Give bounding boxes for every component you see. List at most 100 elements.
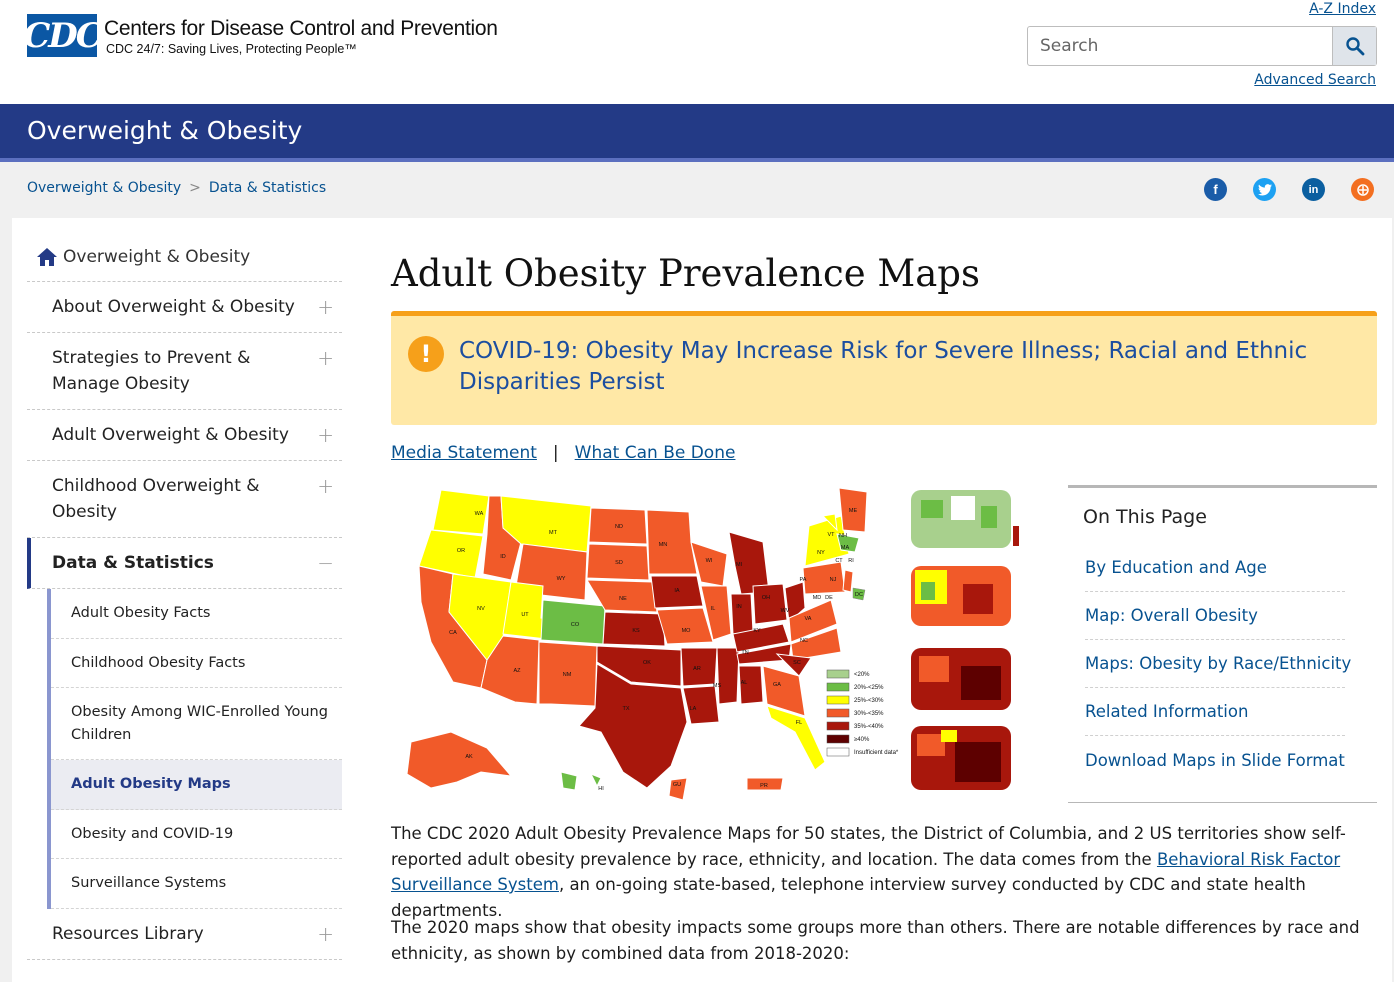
advanced-search-link[interactable]: Advanced Search xyxy=(1254,72,1376,88)
subnav-adult-obesity-maps[interactable]: Adult Obesity Maps xyxy=(51,760,342,810)
breadcrumb-item-data[interactable]: Data & Statistics xyxy=(208,180,327,196)
svg-text:CT: CT xyxy=(835,558,843,564)
svg-text:UT: UT xyxy=(521,612,529,618)
svg-text:WV: WV xyxy=(781,608,790,614)
on-this-page-heading: On This Page xyxy=(1083,506,1207,528)
brfss-link[interactable]: Behavioral Risk Factor Surveillance Syst… xyxy=(391,849,1341,895)
svg-text:MS: MS xyxy=(713,683,722,689)
svg-text:TX: TX xyxy=(622,706,629,712)
svg-text:FL: FL xyxy=(796,720,802,726)
expand-icon[interactable]: + xyxy=(317,474,334,498)
sidebar-item-about[interactable]: About Overweight & Obesity + xyxy=(27,282,342,333)
sidebar-subnav: Adult Obesity Facts Childhood Obesity Fa… xyxy=(47,589,342,909)
svg-text:OH: OH xyxy=(762,595,770,601)
svg-text:PA: PA xyxy=(800,577,807,583)
expand-icon[interactable]: + xyxy=(317,921,334,946)
svg-text:OR: OR xyxy=(457,548,465,554)
legend-label: 35%-<40% xyxy=(854,724,884,730)
svg-text:DC: DC xyxy=(855,592,863,598)
media-statement-link[interactable]: Media Statement xyxy=(391,443,537,463)
svg-text:IL: IL xyxy=(711,606,716,612)
subnav-adult-obesity-facts[interactable]: Adult Obesity Facts xyxy=(51,589,342,639)
alert-link[interactable]: COVID-19: Obesity May Increase Risk for … xyxy=(459,338,1308,395)
sidebar-item-adult[interactable]: Adult Overweight & Obesity + xyxy=(27,410,342,461)
sidebar-item-resources[interactable]: Resources Library + xyxy=(27,909,342,960)
svg-text:IN: IN xyxy=(736,604,742,610)
search-button[interactable] xyxy=(1332,27,1376,65)
svg-text:KS: KS xyxy=(632,628,640,634)
legend-label: 25%-<30% xyxy=(854,698,884,704)
svg-text:MI: MI xyxy=(736,562,743,568)
breadcrumb-item-overweight[interactable]: Overweight & Obesity xyxy=(27,180,182,196)
linkedin-icon[interactable]: in xyxy=(1302,178,1325,201)
sidebar-item-strategies[interactable]: Strategies to Prevent & Manage Obesity + xyxy=(27,333,342,410)
svg-text:NC: NC xyxy=(800,638,808,644)
legend-label: 30%-<35% xyxy=(854,711,884,717)
svg-text:SD: SD xyxy=(615,560,623,566)
obesity-map-image[interactable]: <20% 20%-<25% 25%-<30% 30%-<35% 35%-<40%… xyxy=(391,482,1031,804)
twitter-icon[interactable] xyxy=(1253,178,1276,201)
subnav-obesity-covid[interactable]: Obesity and COVID-19 xyxy=(51,810,342,859)
toc-link-related-info[interactable]: Related Information xyxy=(1085,688,1345,736)
sidebar-item-childhood[interactable]: Childhood Overweight & Obesity + xyxy=(27,461,342,538)
toc-link-download-slides[interactable]: Download Maps in Slide Format xyxy=(1085,750,1345,770)
expand-icon[interactable]: + xyxy=(317,295,334,319)
legend-label: ≥40% xyxy=(854,737,870,743)
svg-text:AL: AL xyxy=(741,680,748,686)
toc-link-education-age[interactable]: By Education and Age xyxy=(1085,544,1345,592)
svg-text:SC: SC xyxy=(793,660,801,666)
svg-text:CA: CA xyxy=(449,630,457,636)
section-banner: Overweight & Obesity xyxy=(0,104,1394,162)
search-icon xyxy=(1345,37,1364,56)
toc-link-overall-obesity[interactable]: Map: Overall Obesity xyxy=(1085,592,1345,640)
alert-links: Media Statement | What Can Be Done xyxy=(391,443,735,463)
org-name: Centers for Disease Control and Preventi… xyxy=(104,17,498,40)
state-labels: WA OR CA ID NV MT WY UT AZ CO NM ND SD N… xyxy=(449,508,863,792)
svg-text:TN: TN xyxy=(741,650,748,656)
svg-text:NH: NH xyxy=(839,533,847,539)
breadcrumb: Overweight & Obesity > Data & Statistics xyxy=(27,180,326,196)
what-can-be-done-link[interactable]: What Can Be Done xyxy=(574,443,736,463)
svg-text:WI: WI xyxy=(706,558,713,564)
subnav-surveillance[interactable]: Surveillance Systems xyxy=(51,859,342,909)
site-header: CDC Centers for Disease Control and Prev… xyxy=(0,0,1394,104)
svg-text:CO: CO xyxy=(571,622,580,628)
az-index-link[interactable]: A-Z Index xyxy=(1309,1,1376,17)
expand-icon[interactable]: + xyxy=(317,423,334,447)
svg-text:MD: MD xyxy=(813,595,822,601)
facebook-icon[interactable]: f xyxy=(1204,178,1227,201)
svg-text:RI: RI xyxy=(848,558,854,564)
svg-text:AZ: AZ xyxy=(513,668,521,674)
svg-text:NE: NE xyxy=(619,596,627,602)
syndicate-icon[interactable] xyxy=(1351,178,1374,201)
on-this-page-list: By Education and Age Map: Overall Obesit… xyxy=(1085,544,1351,784)
on-this-page: On This Page By Education and Age Map: O… xyxy=(1068,485,1377,803)
us-map xyxy=(406,487,868,801)
intro-paragraph: The CDC 2020 Adult Obesity Prevalence Ma… xyxy=(391,824,1346,920)
sidebar-home[interactable]: Overweight & Obesity xyxy=(27,232,342,282)
search-input[interactable] xyxy=(1028,27,1332,65)
sidebar-home-label: Overweight & Obesity xyxy=(63,246,251,267)
home-icon xyxy=(37,247,57,266)
cdc-logo[interactable]: CDC xyxy=(23,14,103,57)
svg-text:KY: KY xyxy=(753,628,761,634)
section-title[interactable]: Overweight & Obesity xyxy=(27,116,303,145)
sidebar-item-data-statistics[interactable]: Data & Statistics − xyxy=(27,538,342,589)
subnav-childhood-obesity-facts[interactable]: Childhood Obesity Facts xyxy=(51,639,342,688)
svg-text:NM: NM xyxy=(563,672,572,678)
alert-icon: ! xyxy=(408,336,444,372)
legend-label: Insufficient data* xyxy=(854,750,899,756)
second-paragraph: The 2020 maps show that obesity impacts … xyxy=(391,918,1360,963)
svg-text:GU: GU xyxy=(673,782,681,788)
svg-text:LA: LA xyxy=(690,706,697,712)
svg-text:VA: VA xyxy=(805,616,812,622)
svg-text:ND: ND xyxy=(615,524,623,530)
collapse-icon[interactable]: − xyxy=(317,551,334,575)
expand-icon[interactable]: + xyxy=(317,346,334,370)
svg-text:WA: WA xyxy=(475,511,484,517)
subnav-wic-children[interactable]: Obesity Among WIC-Enrolled Young Childre… xyxy=(51,688,342,760)
toc-link-race-ethnicity[interactable]: Maps: Obesity by Race/Ethnicity xyxy=(1085,640,1351,688)
svg-text:NV: NV xyxy=(477,606,485,612)
svg-text:VT: VT xyxy=(827,532,835,538)
social-share: f in xyxy=(1204,178,1374,201)
